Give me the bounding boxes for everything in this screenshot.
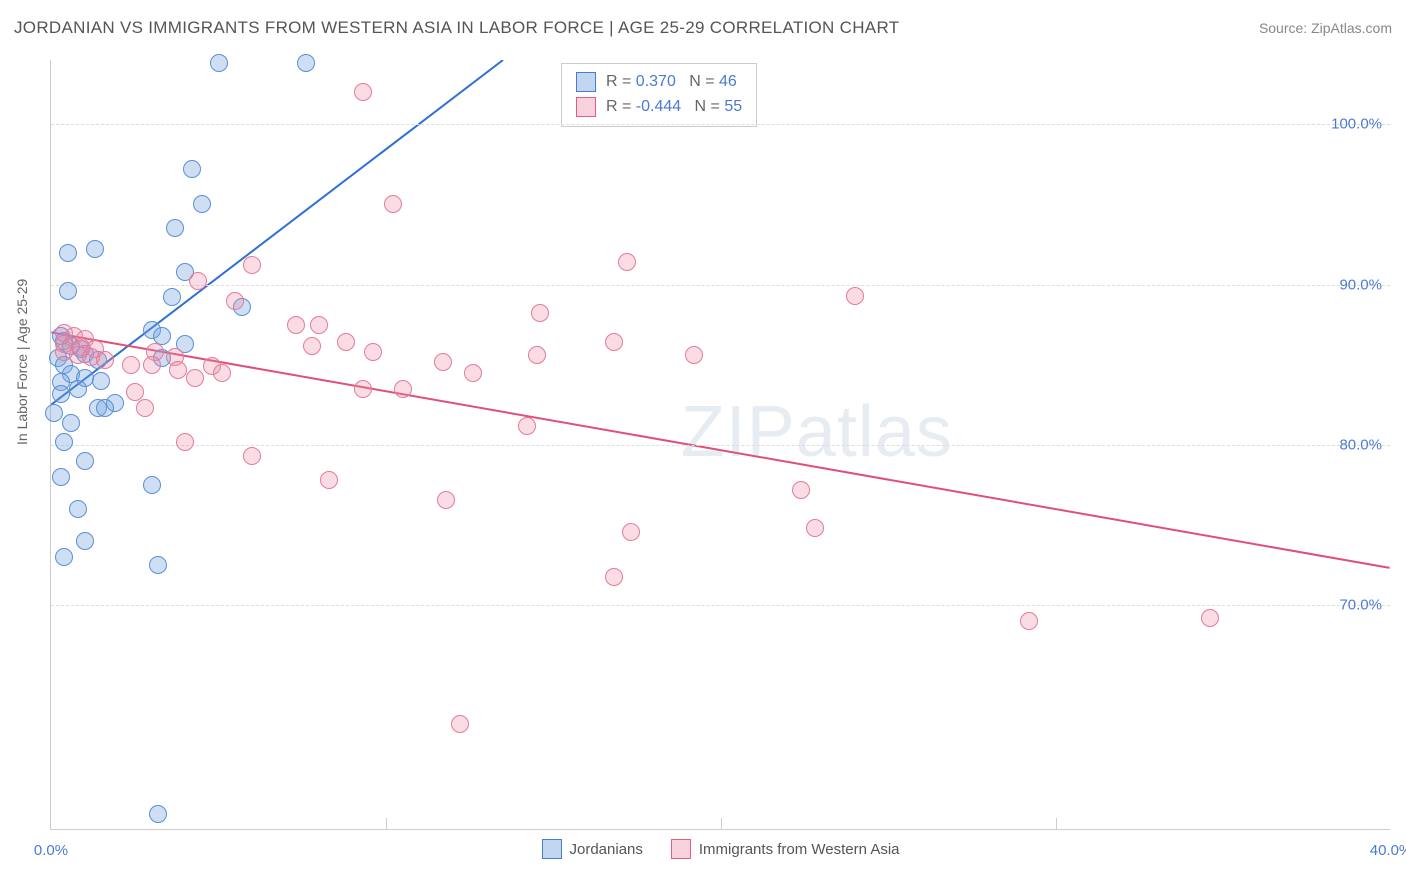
stats-box: R = 0.370 N = 46R = -0.444 N = 55 [561, 63, 757, 127]
data-point [528, 346, 546, 364]
data-point [62, 414, 80, 432]
data-point [183, 160, 201, 178]
data-point [320, 471, 338, 489]
y-tick-label: 80.0% [1339, 437, 1382, 454]
data-point [451, 715, 469, 733]
data-point [55, 548, 73, 566]
data-point [149, 556, 167, 574]
watermark: ZIPatlas [681, 391, 953, 473]
data-point [364, 343, 382, 361]
data-point [136, 399, 154, 417]
y-axis-label: In Labor Force | Age 25-29 [14, 279, 30, 445]
stats-row: R = -0.444 N = 55 [576, 95, 742, 120]
data-point [55, 433, 73, 451]
data-point [143, 476, 161, 494]
data-point [464, 364, 482, 382]
data-point [287, 316, 305, 334]
y-tick-label: 100.0% [1331, 116, 1382, 133]
stats-row: R = 0.370 N = 46 [576, 70, 742, 95]
source-label: Source: ZipAtlas.com [1259, 20, 1392, 36]
data-point [59, 244, 77, 262]
data-point [384, 195, 402, 213]
data-point [806, 519, 824, 537]
data-point [243, 256, 261, 274]
data-point [126, 383, 144, 401]
plot-area: ZIPatlas R = 0.370 N = 46R = -0.444 N = … [50, 60, 1390, 830]
data-point [76, 452, 94, 470]
swatch-icon [576, 72, 596, 92]
data-point [149, 805, 167, 823]
data-point [605, 568, 623, 586]
data-point [213, 364, 231, 382]
x-tick-label: 0.0% [34, 842, 68, 859]
chart-title: JORDANIAN VS IMMIGRANTS FROM WESTERN ASI… [14, 18, 899, 38]
legend-item: Immigrants from Western Asia [671, 839, 900, 859]
data-point [96, 399, 114, 417]
data-point [846, 287, 864, 305]
legend: Jordanians Immigrants from Western Asia [541, 839, 899, 859]
swatch-icon [541, 839, 561, 859]
gridline-h [51, 445, 1390, 446]
data-point [210, 54, 228, 72]
data-point [618, 253, 636, 271]
data-point [69, 500, 87, 518]
swatch-icon [576, 97, 596, 117]
data-point [1020, 612, 1038, 630]
swatch-icon [671, 839, 691, 859]
data-point [122, 356, 140, 374]
y-tick-label: 70.0% [1339, 597, 1382, 614]
data-point [176, 433, 194, 451]
gridline-h [51, 124, 1390, 125]
data-point [226, 292, 244, 310]
x-minor-tick [1056, 818, 1057, 830]
data-point [622, 523, 640, 541]
data-point [163, 288, 181, 306]
data-point [59, 282, 77, 300]
stats-text: R = -0.444 N = 55 [606, 95, 742, 120]
legend-label: Immigrants from Western Asia [699, 841, 900, 858]
data-point [605, 333, 623, 351]
data-point [86, 240, 104, 258]
data-point [792, 481, 810, 499]
data-point [169, 361, 187, 379]
gridline-h [51, 285, 1390, 286]
data-point [96, 351, 114, 369]
data-point [303, 337, 321, 355]
data-point [52, 468, 70, 486]
x-minor-tick [386, 818, 387, 830]
data-point [166, 219, 184, 237]
legend-label: Jordanians [569, 841, 642, 858]
data-point [92, 372, 110, 390]
data-point [243, 447, 261, 465]
data-point [186, 369, 204, 387]
data-point [354, 380, 372, 398]
data-point [189, 272, 207, 290]
data-point [45, 404, 63, 422]
legend-item: Jordanians [541, 839, 642, 859]
data-point [1201, 609, 1219, 627]
data-point [434, 353, 452, 371]
data-point [193, 195, 211, 213]
gridline-h [51, 605, 1390, 606]
data-point [685, 346, 703, 364]
data-point [310, 316, 328, 334]
data-point [531, 304, 549, 322]
stats-text: R = 0.370 N = 46 [606, 70, 737, 95]
data-point [143, 356, 161, 374]
data-point [394, 380, 412, 398]
data-point [518, 417, 536, 435]
data-point [76, 532, 94, 550]
data-point [52, 385, 70, 403]
x-tick-label: 40.0% [1370, 842, 1406, 859]
y-tick-label: 90.0% [1339, 276, 1382, 293]
data-point [297, 54, 315, 72]
x-minor-tick [721, 818, 722, 830]
data-point [354, 83, 372, 101]
data-point [437, 491, 455, 509]
data-point [337, 333, 355, 351]
data-point [69, 380, 87, 398]
